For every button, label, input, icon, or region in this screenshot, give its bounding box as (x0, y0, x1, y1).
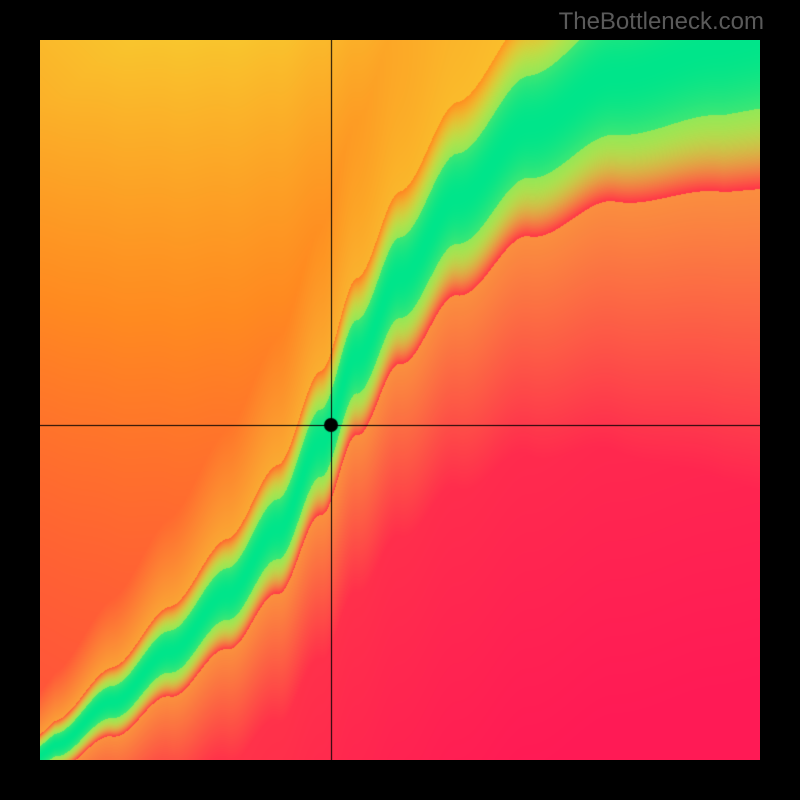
watermark-text: TheBottleneck.com (559, 8, 764, 36)
heatmap-plot (40, 40, 760, 760)
heatmap-canvas (40, 40, 760, 760)
